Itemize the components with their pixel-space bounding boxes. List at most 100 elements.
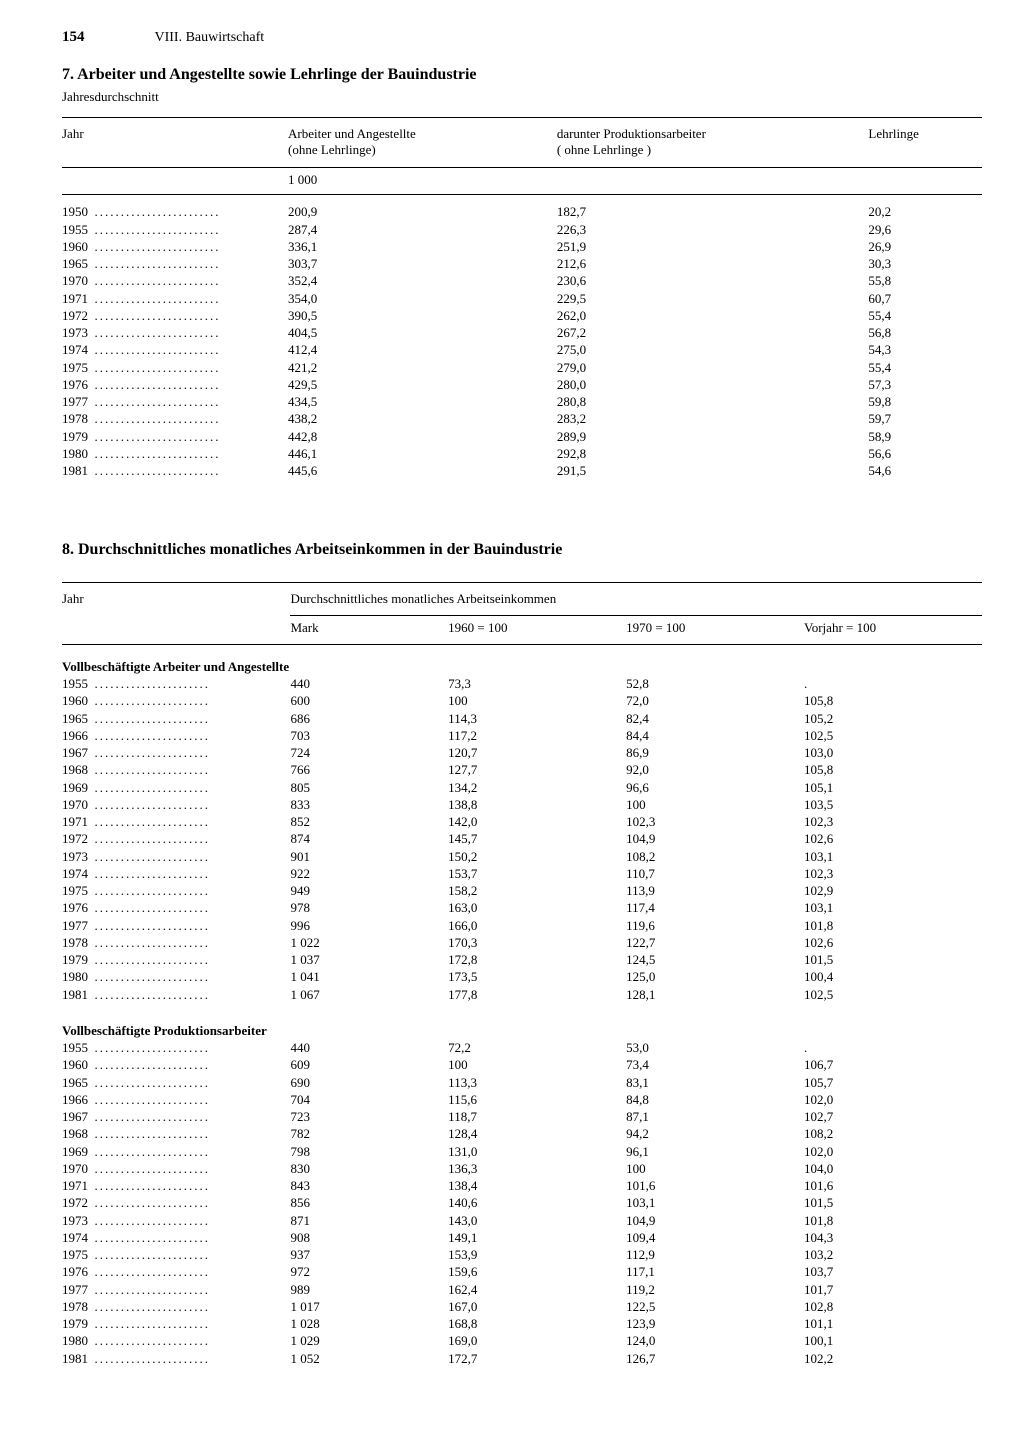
val-mark: 805: [290, 779, 448, 796]
val-prev: 101,8: [804, 1212, 982, 1229]
val-prev: 101,8: [804, 917, 982, 934]
val-i60: 162,4: [448, 1281, 626, 1298]
year-cell: 1967 ......................: [62, 1109, 290, 1126]
val-workers: 287,4: [288, 221, 557, 238]
val-i70: 109,4: [626, 1229, 804, 1246]
year-cell: 1968 ......................: [62, 762, 290, 779]
val-appr: 29,6: [868, 221, 982, 238]
val-i70: 96,6: [626, 779, 804, 796]
val-i60: 143,0: [448, 1212, 626, 1229]
page-number: 154: [62, 28, 85, 47]
table-row: 1971 ......................852142,0102,3…: [62, 814, 982, 831]
val-prod: 280,0: [557, 376, 869, 393]
val-prev: 104,3: [804, 1229, 982, 1246]
rule: [62, 117, 982, 118]
val-i60: 166,0: [448, 917, 626, 934]
col-group: Durchschnittliches monatliches Arbeitsei…: [290, 587, 982, 616]
col-year: Jahr: [62, 122, 288, 167]
table-7: Jahr Arbeiter und Angestellte (ohne Lehr…: [62, 122, 982, 480]
table-row: 1975 ......................937153,9112,9…: [62, 1247, 982, 1264]
val-prod: 275,0: [557, 342, 869, 359]
year-cell: 1968 ......................: [62, 1126, 290, 1143]
val-prod: 230,6: [557, 273, 869, 290]
val-mark: 1 017: [290, 1298, 448, 1315]
val-mark: 766: [290, 762, 448, 779]
val-i70: 100: [626, 1160, 804, 1177]
year-cell: 1965 ........................: [62, 256, 288, 273]
val-i70: 73,4: [626, 1057, 804, 1074]
table-row: 1980 ......................1 029169,0124…: [62, 1333, 982, 1350]
val-mark: 1 029: [290, 1333, 448, 1350]
val-i70: 82,4: [626, 710, 804, 727]
unit-label: 1 000: [288, 167, 982, 194]
table-row: 1970 ......................833138,810010…: [62, 796, 982, 813]
val-mark: 972: [290, 1264, 448, 1281]
val-prev: 106,7: [804, 1057, 982, 1074]
year-cell: 1966 ......................: [62, 1091, 290, 1108]
val-mark: 852: [290, 814, 448, 831]
val-workers: 404,5: [288, 325, 557, 342]
val-prev: 102,0: [804, 1143, 982, 1160]
rule: [62, 582, 982, 583]
val-workers: 446,1: [288, 445, 557, 462]
year-cell: 1971 ........................: [62, 290, 288, 307]
val-mark: 703: [290, 727, 448, 744]
year-cell: 1967 ......................: [62, 745, 290, 762]
val-i70: 92,0: [626, 762, 804, 779]
table-row: 1981 ........................445,6291,55…: [62, 463, 982, 480]
table-row: 1973 ........................404,5267,25…: [62, 325, 982, 342]
val-appr: 55,4: [868, 359, 982, 376]
val-i70: 83,1: [626, 1074, 804, 1091]
val-mark: 937: [290, 1247, 448, 1264]
val-prev: 102,3: [804, 865, 982, 882]
val-i60: 145,7: [448, 831, 626, 848]
val-workers: 352,4: [288, 273, 557, 290]
year-cell: 1974 ......................: [62, 1229, 290, 1246]
val-mark: 830: [290, 1160, 448, 1177]
val-i70: 123,9: [626, 1316, 804, 1333]
year-cell: 1976 ......................: [62, 900, 290, 917]
val-mark: 1 067: [290, 986, 448, 1003]
val-prod: 226,3: [557, 221, 869, 238]
year-cell: 1976 ......................: [62, 1264, 290, 1281]
val-workers: 445,6: [288, 463, 557, 480]
table-row: 1977 ......................989162,4119,2…: [62, 1281, 982, 1298]
val-i60: 73,3: [448, 676, 626, 693]
year-cell: 1975 ........................: [62, 359, 288, 376]
year-cell: 1971 ......................: [62, 1178, 290, 1195]
year-cell: 1975 ......................: [62, 883, 290, 900]
table-row: 1979 ......................1 037172,8124…: [62, 952, 982, 969]
year-cell: 1972 ......................: [62, 831, 290, 848]
val-i60: 118,7: [448, 1109, 626, 1126]
val-mark: 989: [290, 1281, 448, 1298]
val-i60: 134,2: [448, 779, 626, 796]
val-prev: 104,0: [804, 1160, 982, 1177]
val-prev: 102,7: [804, 1109, 982, 1126]
table-row: 1960 ........................336,1251,92…: [62, 238, 982, 255]
table-row: 1955 ......................44072,253,0.: [62, 1040, 982, 1057]
val-workers: 354,0: [288, 290, 557, 307]
val-mark: 440: [290, 676, 448, 693]
val-i70: 101,6: [626, 1178, 804, 1195]
val-prev: 102,0: [804, 1091, 982, 1108]
val-workers: 336,1: [288, 238, 557, 255]
val-prod: 283,2: [557, 411, 869, 428]
val-i70: 94,2: [626, 1126, 804, 1143]
val-prev: 103,2: [804, 1247, 982, 1264]
table-row: 1955 ......................44073,352,8.: [62, 676, 982, 693]
year-cell: 1950 ........................: [62, 204, 288, 221]
val-prod: 251,9: [557, 238, 869, 255]
val-appr: 59,8: [868, 394, 982, 411]
val-i60: 138,8: [448, 796, 626, 813]
val-i60: 113,3: [448, 1074, 626, 1091]
val-prod: 182,7: [557, 204, 869, 221]
col-1970: 1970 = 100: [626, 616, 804, 645]
val-mark: 723: [290, 1109, 448, 1126]
val-prod: 292,8: [557, 445, 869, 462]
year-cell: 1974 ......................: [62, 865, 290, 882]
val-prev: 101,7: [804, 1281, 982, 1298]
val-mark: 874: [290, 831, 448, 848]
year-cell: 1973 ........................: [62, 325, 288, 342]
val-prev: 105,2: [804, 710, 982, 727]
val-i70: 122,7: [626, 934, 804, 951]
